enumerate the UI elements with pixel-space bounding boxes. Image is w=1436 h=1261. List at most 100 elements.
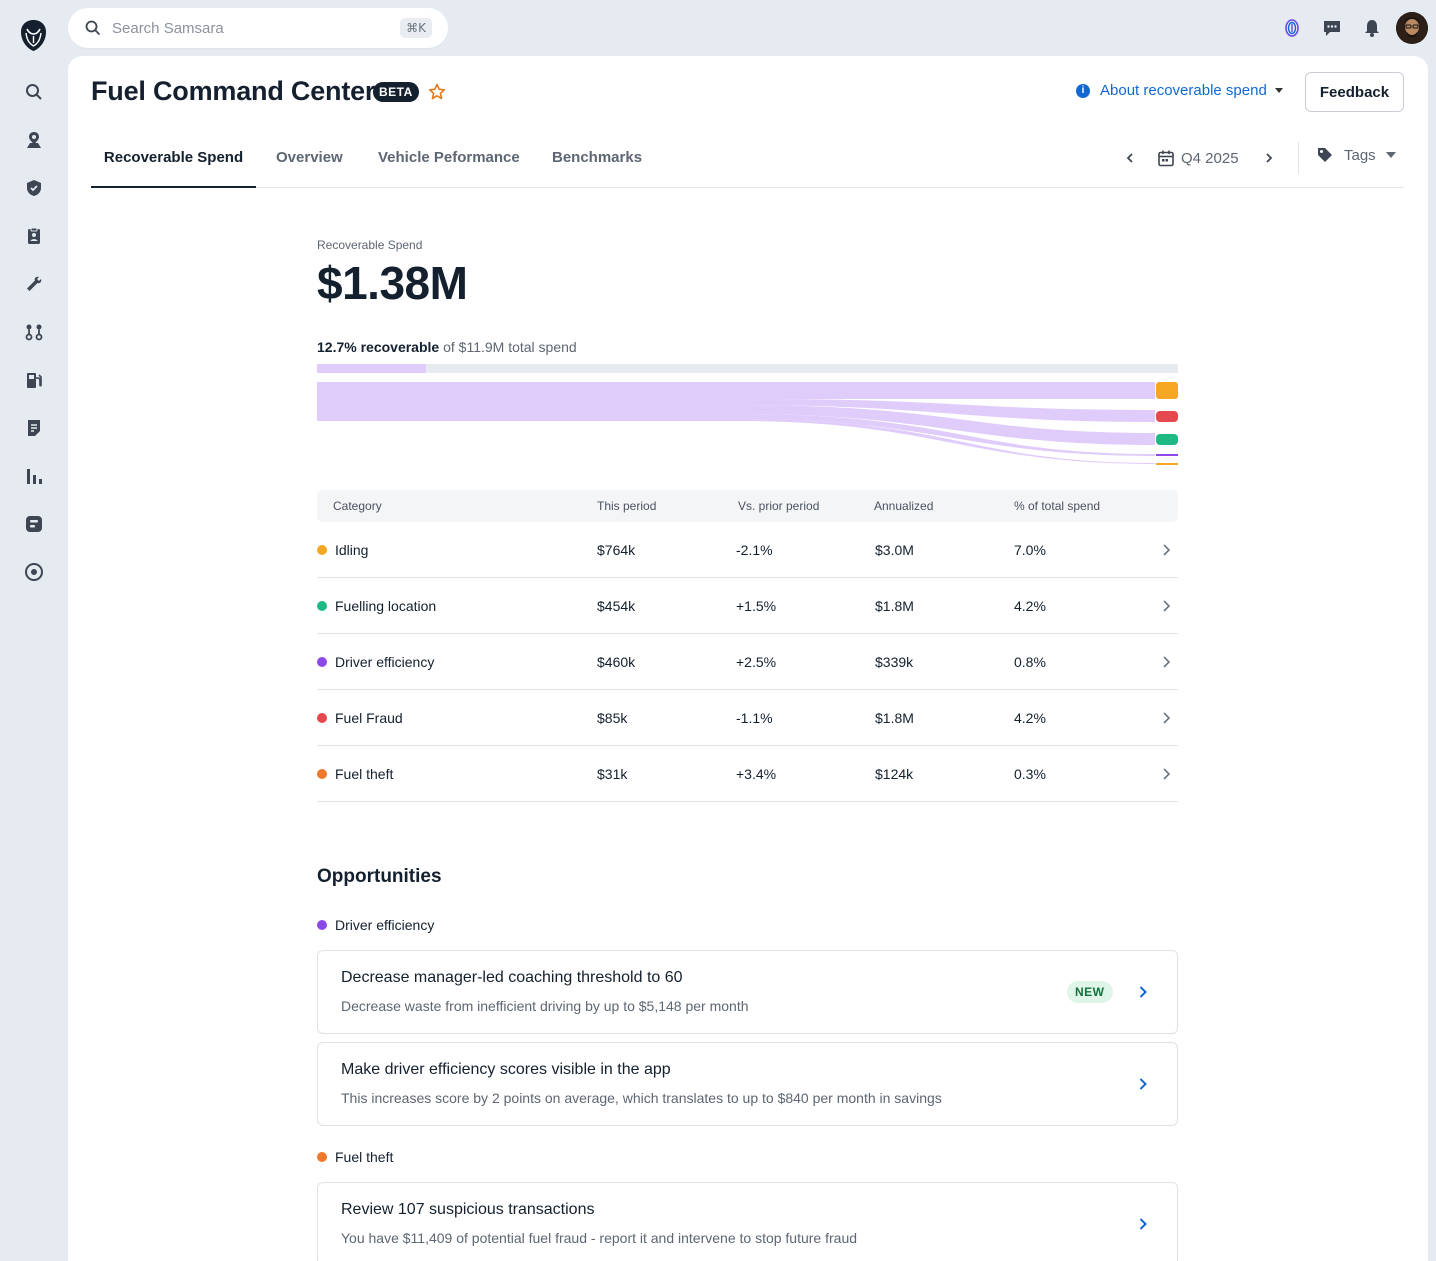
opportunity-title: Make driver efficiency scores visible in…: [341, 1061, 671, 1078]
this-period-value: $460k: [597, 654, 636, 670]
routes-nav-icon[interactable]: [22, 320, 46, 344]
opportunity-card[interactable]: Decrease manager-led coaching threshold …: [317, 950, 1178, 1034]
search-nav-icon[interactable]: [22, 80, 46, 104]
opportunity-group-label: Driver efficiency: [317, 917, 434, 933]
global-search-bar[interactable]: ⌘K: [68, 8, 448, 48]
recoverable-share-bar: [317, 364, 1178, 373]
annualized-value: $124k: [875, 766, 914, 782]
favorite-star-icon[interactable]: [428, 83, 446, 101]
this-period-value: $85k: [597, 710, 628, 726]
opportunity-card[interactable]: Make driver efficiency scores visible in…: [317, 1042, 1178, 1126]
table-row[interactable]: Fuelling location $454k +1.5% $1.8M 4.2%: [317, 578, 1178, 634]
vs-prior-value: +3.4%: [736, 766, 777, 782]
chevron-right-icon: [1163, 600, 1171, 612]
caret-down-icon: [1385, 152, 1396, 158]
previous-period-chevron-icon[interactable]: [1120, 148, 1140, 168]
opportunity-card[interactable]: Review 107 suspicious transactions You h…: [317, 1182, 1178, 1261]
group-name: Driver efficiency: [335, 917, 435, 933]
document-nav-icon[interactable]: [22, 416, 46, 440]
search-input[interactable]: [112, 19, 401, 37]
left-nav-rail: [0, 0, 68, 1261]
clipboard-nav-icon[interactable]: [22, 224, 46, 248]
category-name: Fuelling location: [335, 598, 437, 614]
samsara-logo-icon[interactable]: [20, 19, 47, 52]
tags-filter-dropdown[interactable]: Tags: [1316, 146, 1396, 164]
category-name: Fuel theft: [335, 766, 394, 782]
search-icon: [85, 20, 101, 36]
user-avatar[interactable]: [1396, 12, 1428, 44]
page-title: Fuel Command Center: [91, 76, 376, 106]
category-name: Idling: [335, 542, 369, 558]
sankey-flow-idling: [317, 382, 1155, 399]
notifications-bell-icon[interactable]: [1362, 18, 1382, 38]
tab-vehicle-performance[interactable]: Vehicle Peformance: [378, 149, 520, 166]
chevron-right-icon: [1163, 656, 1171, 668]
chevron-right-icon: [1163, 712, 1171, 724]
tag-icon: [1318, 148, 1332, 162]
feedback-button[interactable]: Feedback: [1305, 72, 1404, 112]
period-picker[interactable]: Q4 2025: [1157, 149, 1239, 167]
target-nav-icon[interactable]: [22, 560, 46, 584]
tab-bar: Recoverable Spend Overview Vehicle Pefor…: [91, 132, 1404, 188]
sankey-node-fuelling: [1156, 434, 1178, 445]
recoverable-percent: 12.7% recoverable: [317, 339, 440, 355]
table-row[interactable]: Driver efficiency $460k +2.5% $339k 0.8%: [317, 634, 1178, 690]
col-header-vs-prior: Vs. prior period: [738, 499, 820, 513]
opportunity-subtitle: You have $11,409 of potential fuel fraud…: [341, 1230, 858, 1246]
tab-recoverable-spend[interactable]: Recoverable Spend: [91, 132, 256, 188]
spend-flow-sankey: [317, 382, 1178, 465]
category-color-dot: [317, 713, 327, 723]
category-name: Driver efficiency: [335, 654, 435, 670]
category-color-dot: [317, 657, 327, 667]
beta-badge: BETA: [373, 82, 419, 102]
table-row[interactable]: Idling $764k -2.1% $3.0M 7.0%: [317, 522, 1178, 578]
tab-overview[interactable]: Overview: [276, 149, 343, 166]
main-panel: Fuel Command Center BETA i About recover…: [68, 56, 1428, 1261]
sankey-flow-fuelling: [317, 405, 1155, 445]
reports-chart-nav-icon[interactable]: [22, 464, 46, 488]
recoverable-share-fill: [317, 364, 427, 373]
total-spend-text: of $11.9M total spend: [443, 339, 577, 355]
messages-icon[interactable]: [1322, 18, 1342, 38]
group-color-dot: [317, 920, 327, 930]
annualized-value: $1.8M: [875, 598, 914, 614]
chevron-right-icon: [1139, 986, 1147, 998]
kpi-label: Recoverable Spend: [317, 238, 423, 252]
toolbar-divider: [1298, 142, 1299, 174]
shield-nav-icon[interactable]: [22, 176, 46, 200]
chevron-right-icon: [1163, 768, 1171, 780]
search-shortcut-hint: ⌘K: [400, 18, 432, 38]
sankey-flow-efficiency: [317, 414, 1155, 456]
tags-label: Tags: [1344, 146, 1376, 164]
pct-total-value: 0.8%: [1014, 654, 1046, 670]
sankey-flow-theft: [317, 419, 1155, 464]
group-name: Fuel theft: [335, 1149, 394, 1165]
vs-prior-value: -2.1%: [736, 542, 773, 558]
forms-nav-icon[interactable]: [22, 512, 46, 536]
calendar-icon: [1158, 150, 1174, 167]
wrench-nav-icon[interactable]: [22, 272, 46, 296]
next-period-chevron-icon[interactable]: [1259, 148, 1279, 168]
this-period-value: $31k: [597, 766, 628, 782]
chevron-right-icon: [1163, 544, 1171, 556]
fingerprint-icon[interactable]: [1282, 18, 1302, 38]
tab-benchmarks[interactable]: Benchmarks: [552, 149, 643, 166]
pct-total-value: 7.0%: [1014, 542, 1046, 558]
col-header-annualized: Annualized: [874, 499, 934, 513]
category-table-header: Category This period Vs. prior period An…: [317, 490, 1178, 522]
vs-prior-value: +2.5%: [736, 654, 777, 670]
sankey-node-fraud: [1156, 411, 1178, 422]
opportunity-subtitle: This increases score by 2 points on aver…: [341, 1090, 942, 1106]
about-recoverable-spend-dropdown[interactable]: i About recoverable spend: [1076, 82, 1283, 99]
table-row[interactable]: Fuel Fraud $85k -1.1% $1.8M 4.2%: [317, 690, 1178, 746]
col-header-this-period: This period: [597, 499, 657, 513]
opportunity-subtitle: Decrease waste from inefficient driving …: [341, 998, 749, 1014]
col-header-category: Category: [333, 499, 382, 513]
map-pin-nav-icon[interactable]: [22, 128, 46, 152]
period-selector: Q4 2025: [1120, 146, 1279, 170]
opportunity-title: Decrease manager-led coaching threshold …: [341, 969, 683, 986]
table-row[interactable]: Fuel theft $31k +3.4% $124k 0.3%: [317, 746, 1178, 802]
vs-prior-value: -1.1%: [736, 710, 773, 726]
recoverable-summary: 12.7% recoverable of $11.9M total spend: [317, 339, 577, 355]
fuel-pump-nav-icon[interactable]: [22, 368, 46, 392]
